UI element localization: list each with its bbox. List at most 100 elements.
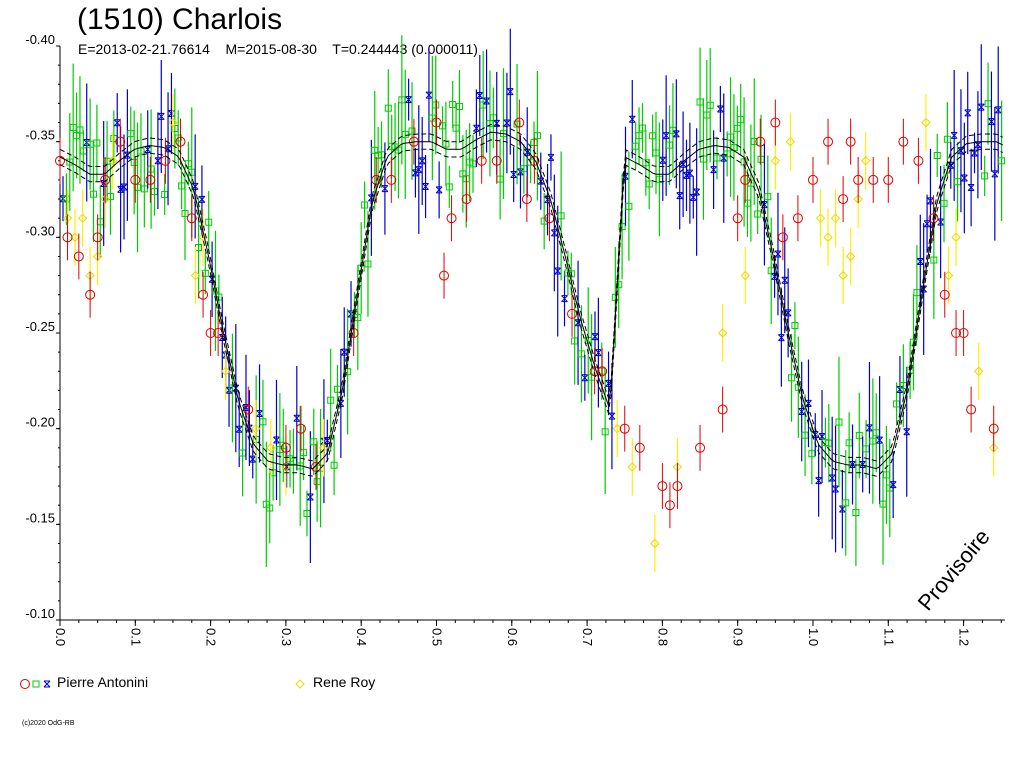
point-star-blue (950, 131, 958, 139)
star-shape (164, 145, 172, 153)
point-star-blue (710, 166, 717, 174)
point-circle-red (100, 174, 111, 185)
point-circle-red (672, 481, 683, 492)
point-star-blue (550, 229, 558, 237)
point-diamond-yellow (168, 117, 178, 128)
fit-curve (59, 124, 1003, 477)
star-shape (113, 119, 121, 127)
point-star-blue (622, 172, 629, 180)
point-square-green (601, 428, 609, 436)
point-circle-red (311, 461, 322, 472)
point-star-blue (818, 432, 826, 440)
point-square-green (449, 101, 457, 109)
point-circle-red (371, 174, 382, 185)
point-circle-red (160, 155, 171, 166)
star-shape (676, 192, 684, 200)
star-shape (608, 412, 616, 420)
point-star-blue (672, 130, 680, 138)
point-star-blue (717, 105, 724, 113)
point-square-green (300, 449, 308, 457)
star-shape (340, 348, 348, 356)
point-star-blue (249, 455, 257, 463)
point-star-blue (503, 119, 511, 127)
point-star-blue (778, 334, 785, 342)
point-square-green (713, 154, 721, 162)
point-square-green (852, 509, 860, 517)
point-circle-red (777, 232, 788, 243)
star-shape (246, 424, 253, 432)
star-shape (242, 403, 250, 411)
point-square-green (577, 350, 585, 358)
point-circle-red (732, 213, 743, 224)
point-star-blue (815, 477, 822, 485)
point-diamond-yellow (627, 462, 637, 472)
point-circle-red (491, 155, 502, 166)
star-shape (595, 349, 602, 357)
point-diamond-yellow (815, 213, 826, 223)
point-star-blue (323, 437, 331, 445)
star-shape (574, 319, 582, 327)
y-tick-label: -0.15 (25, 510, 55, 525)
point-star-blue (483, 97, 490, 105)
star-shape (293, 414, 301, 422)
x-tick-label: 0.4 (354, 628, 369, 646)
star-shape (903, 428, 911, 436)
point-star-blue (974, 141, 982, 149)
star-shape (957, 147, 965, 155)
point-square-green (981, 172, 989, 180)
point-star-blue (235, 425, 243, 433)
star-shape (120, 183, 128, 191)
point-square-green (842, 499, 850, 507)
point-star-blue (435, 186, 443, 194)
star-shape (476, 91, 484, 99)
point-star-blue (991, 170, 999, 178)
point-star-blue (218, 333, 226, 341)
star-shape (157, 112, 165, 120)
point-circle-red (695, 442, 706, 453)
point-circle-red (823, 136, 834, 147)
point-star-blue (117, 185, 124, 193)
star-shape (896, 386, 904, 394)
point-square-green (181, 209, 189, 217)
star-shape (337, 399, 345, 407)
tick-labels: -0.40 -0.35 -0.30 -0.25 -0.20 -0.15 -0.10 0.0 0.… (25, 32, 971, 646)
point-square-green (90, 190, 98, 198)
point-square-green (432, 101, 440, 109)
point-star-blue (828, 474, 836, 482)
point-diamond-yellow (853, 194, 863, 204)
star-shape (659, 156, 667, 164)
star-shape (774, 250, 782, 258)
star-shape (805, 399, 812, 407)
point-star-blue (273, 436, 280, 444)
point-circle-red (664, 500, 675, 511)
star-shape (168, 109, 175, 117)
star-shape (672, 130, 680, 138)
point-circle-red (951, 328, 962, 338)
point-star-blue (876, 436, 883, 444)
point-diamond-yellow (973, 366, 984, 376)
fit-curve-line (59, 131, 1003, 470)
star-shape (144, 145, 152, 153)
point-circle-red (85, 289, 96, 300)
point-circle-red (461, 194, 472, 205)
point-square-green (557, 212, 565, 220)
point-square-green (364, 260, 372, 268)
legend-item-antonini: Pierre Antonini (57, 674, 149, 690)
y-tick-label: -0.20 (25, 415, 55, 430)
star-shape (683, 171, 690, 179)
point-circle-red (213, 328, 224, 338)
point-square-green (567, 270, 575, 278)
star-shape (506, 88, 514, 96)
point-circle-red (792, 213, 803, 224)
point-diamond-yellow (612, 423, 622, 434)
point-diamond-yellow (770, 156, 781, 166)
point-circle-red (186, 213, 197, 224)
y-tick-label: -0.25 (25, 319, 55, 334)
star-shape (866, 424, 873, 432)
point-circle-red (868, 174, 879, 185)
point-diamond-yellow (717, 328, 728, 338)
point-square-green (998, 157, 1006, 165)
point-square-green (791, 321, 799, 329)
star-shape (544, 196, 551, 204)
point-diamond-yellow (70, 232, 80, 243)
